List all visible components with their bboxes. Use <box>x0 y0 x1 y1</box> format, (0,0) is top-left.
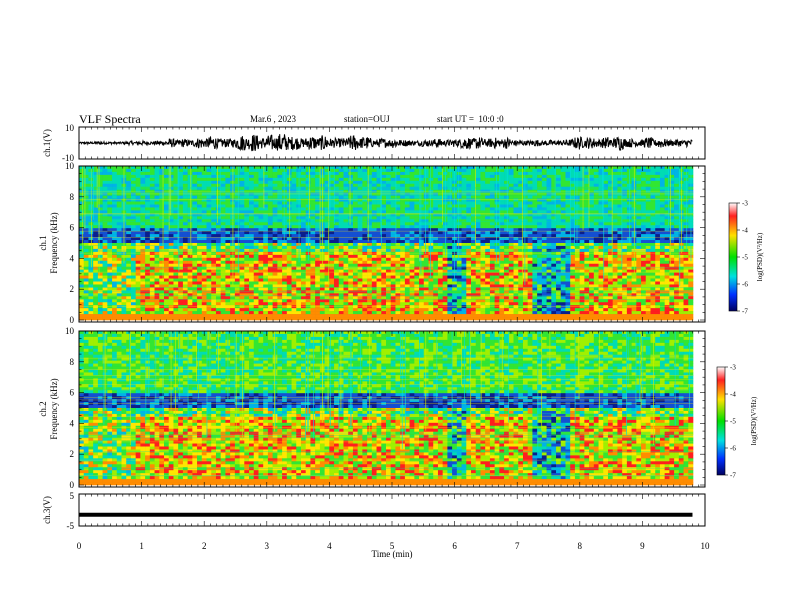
freq-tick-label: 6 <box>70 388 75 398</box>
waveform-ch1-panel: 10 -10 ch.1(V) <box>42 123 706 163</box>
ch3-ytick-bottom: -5 <box>67 521 75 531</box>
time-tick-label: 10 <box>701 541 711 551</box>
colorbar-tick-label: -5 <box>730 418 736 426</box>
ch3-waveform-ylabel: ch.3(V) <box>42 496 52 524</box>
colorbar-tick-label: -6 <box>742 281 748 289</box>
colorbar-tick-label: -3 <box>730 364 736 372</box>
ch2-spec-ylabel: ch.2 <box>38 401 48 416</box>
figure-title: VLF Spectra <box>79 112 141 126</box>
time-axis-label: Time (min) <box>372 549 413 559</box>
freq-tick-label: 2 <box>70 284 75 294</box>
freq-tick-label: 0 <box>70 315 75 325</box>
freq-tick-label: 4 <box>70 253 75 263</box>
freq-tick-label: 10 <box>65 161 75 171</box>
time-tick-label: 6 <box>452 541 457 551</box>
colorbar-tick-label: -4 <box>742 227 748 235</box>
time-tick-label: 4 <box>327 541 332 551</box>
colorbar-tick-label: -3 <box>742 200 748 208</box>
ch1-freq-ylabel: Frequency (kHz) <box>49 212 59 273</box>
freq-tick-label: 8 <box>70 357 75 367</box>
freq-tick-label: 4 <box>70 418 75 428</box>
ch1-waveform-ylabel: ch.1(V) <box>42 129 52 157</box>
colorbar-tick-label: -4 <box>730 391 736 399</box>
waveform-ch3-panel: 5 -5 ch.3(V) <box>42 491 706 531</box>
freq-tick-label: 0 <box>70 480 75 490</box>
colorbar-tick-label: -5 <box>742 254 748 262</box>
time-tick-label: 7 <box>515 541 520 551</box>
colorbar-tick-label: -7 <box>730 472 736 480</box>
spectrogram-ch2-panel: 0 2 4 6 8 10 ch.2 Frequency (kHz) <box>38 326 706 490</box>
colorbar-ch2-label: log(PSD)(V²/Hz) <box>750 396 758 445</box>
ch1-ytick-top: 10 <box>65 123 75 133</box>
time-tick-label: 8 <box>578 541 583 551</box>
colorbar-ch1-label: log(PSD)(V²/Hz) <box>756 232 764 281</box>
freq-tick-label: 8 <box>70 192 75 202</box>
time-axis: 0 1 2 3 4 5 6 7 8 9 10 <box>77 541 710 551</box>
time-tick-label: 9 <box>640 541 645 551</box>
time-tick-label: 2 <box>202 541 207 551</box>
freq-tick-label: 2 <box>70 449 75 459</box>
date-text: Mar.6 , 2023 <box>250 114 296 124</box>
freq-tick-label: 10 <box>65 326 75 336</box>
colorbar-tick-label: -6 <box>730 445 736 453</box>
station-text: station=OUJ <box>344 114 390 124</box>
time-tick-label: 0 <box>77 541 82 551</box>
colorbar-tick-label: -7 <box>742 308 748 316</box>
colorbar-ch1: -3 -4 -5 -6 -7 log(PSD)(V²/Hz) <box>728 200 764 316</box>
time-tick-label: 5 <box>390 541 395 551</box>
spectrogram-ch1-panel: 0 2 4 6 8 10 ch.1 Frequency (kHz) <box>38 161 706 325</box>
colorbar-ch2: -3 -4 -5 -6 -7 log(PSD)(V²/Hz) <box>716 364 758 480</box>
ch1-spec-ylabel: ch.1 <box>38 235 48 250</box>
ch1-ytick-bottom: -10 <box>62 153 74 163</box>
waveform-ch1-trace <box>78 134 693 152</box>
ch3-ytick-top: 5 <box>70 491 75 501</box>
ch2-freq-ylabel: Frequency (kHz) <box>49 378 59 439</box>
time-tick-label: 1 <box>139 541 144 551</box>
freq-tick-label: 6 <box>70 223 75 233</box>
start-time-text: start UT = 10:0 :0 <box>437 114 504 124</box>
waveform-ch1-ticks <box>78 127 706 159</box>
time-tick-label: 3 <box>265 541 270 551</box>
